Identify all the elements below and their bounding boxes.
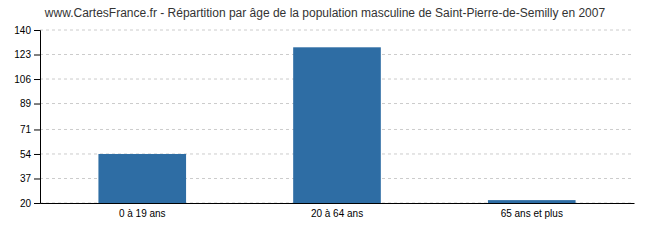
grid-line: [40, 30, 634, 31]
y-tick-mark: [34, 178, 40, 179]
chart-svg: www.CartesFrance.fr - Répartition par âg…: [0, 0, 650, 229]
y-tick: 71: [20, 124, 40, 135]
y-tick: 20: [20, 198, 40, 209]
y-tick-label: 89: [20, 98, 32, 109]
y-tick-label: 123: [14, 49, 31, 60]
y-tick: 37: [20, 173, 40, 184]
y-tick: 106: [14, 74, 40, 85]
x-tick-label: 65 ans et plus: [501, 208, 563, 219]
x-axis-line: [41, 203, 635, 204]
y-tick-label: 20: [20, 198, 32, 209]
bar: [293, 47, 381, 203]
y-tick-mark: [34, 79, 40, 80]
y-tick-mark: [34, 30, 40, 31]
bar: [98, 154, 186, 203]
y-axis-line: [34, 31, 41, 204]
y-tick-label: 71: [20, 124, 32, 135]
y-tick-mark: [34, 154, 40, 155]
y-axis: 20 37 54 71 89 106 123 140: [14, 25, 40, 209]
y-tick-mark: [34, 203, 40, 204]
y-tick: 140: [14, 25, 40, 36]
y-tick-label: 37: [20, 173, 32, 184]
x-tick-label: 20 à 64 ans: [311, 208, 363, 219]
y-tick: 123: [14, 49, 40, 60]
y-tick-mark: [34, 104, 40, 105]
title: www.CartesFrance.fr - Répartition par âg…: [44, 6, 606, 20]
x-tick: 0 à 19 ans: [119, 208, 166, 219]
y-tick-mark: [34, 129, 40, 130]
y-tick-label: 54: [20, 149, 32, 160]
y-tick-label: 106: [14, 74, 31, 85]
y-tick-mark: [34, 55, 40, 56]
x-tick: 20 à 64 ans: [311, 208, 363, 219]
y-tick-label: 140: [14, 25, 31, 36]
bar: [488, 200, 576, 203]
grid: [40, 30, 634, 203]
x-axis: 0 à 19 ans 20 à 64 ans 65 ans et plus: [41, 204, 635, 220]
x-tick-label: 0 à 19 ans: [119, 208, 166, 219]
bars: [98, 47, 575, 203]
x-tick: 65 ans et plus: [501, 208, 563, 219]
y-tick: 54: [20, 149, 40, 160]
y-tick: 89: [20, 98, 40, 109]
chart-container: www.CartesFrance.fr - Répartition par âg…: [0, 0, 650, 229]
